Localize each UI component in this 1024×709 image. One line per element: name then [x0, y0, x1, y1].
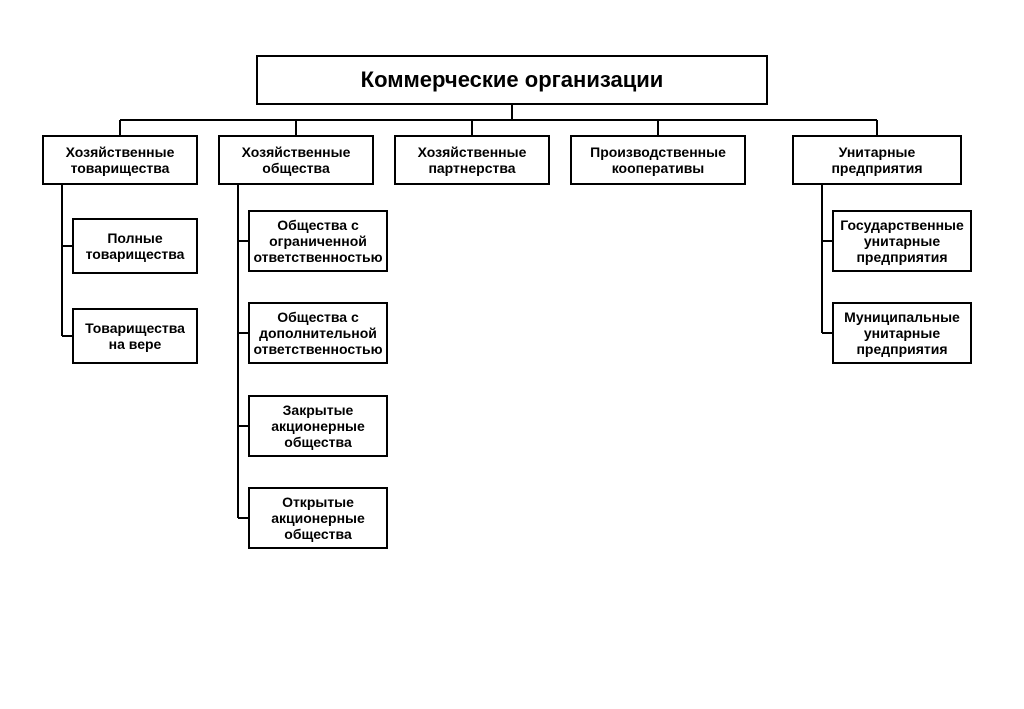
- cat1-leaf-2: Закрытые акционерные общества: [248, 395, 388, 457]
- cat2-label: Хозяйственные партнерства: [396, 142, 548, 178]
- cat4-leaf-1-label: Муниципальные унитарные предприятия: [834, 307, 970, 359]
- cat4-leaf-0-label: Государственные унитарные предприятия: [834, 215, 970, 267]
- cat0-leaf-1: Товарищества на вере: [72, 308, 198, 364]
- cat1-label: Хозяйственные общества: [220, 142, 372, 178]
- cat1-leaf-3-label: Открытые акционерные общества: [250, 492, 386, 544]
- cat1-leaf-2-label: Закрытые акционерные общества: [250, 400, 386, 452]
- cat0-leaf-0: Полные товарищества: [72, 218, 198, 274]
- cat1-leaf-0: Общества с ограниченной ответственностью: [248, 210, 388, 272]
- cat4-label: Унитарные предприятия: [794, 142, 960, 178]
- cat1: Хозяйственные общества: [218, 135, 374, 185]
- cat1-leaf-3: Открытые акционерные общества: [248, 487, 388, 549]
- cat4: Унитарные предприятия: [792, 135, 962, 185]
- cat3: Производственные кооперативы: [570, 135, 746, 185]
- cat0-label: Хозяйственные товарищества: [44, 142, 196, 178]
- cat1-leaf-0-label: Общества с ограниченной ответственностью: [249, 215, 386, 267]
- cat4-leaf-0: Государственные унитарные предприятия: [832, 210, 972, 272]
- cat4-leaf-1: Муниципальные унитарные предприятия: [832, 302, 972, 364]
- cat3-label: Производственные кооперативы: [572, 142, 744, 178]
- cat0-leaf-0-label: Полные товарищества: [74, 228, 196, 264]
- cat1-leaf-1-label: Общества с дополнительной ответственност…: [249, 307, 386, 359]
- root-label: Коммерческие организации: [357, 65, 668, 94]
- cat0: Хозяйственные товарищества: [42, 135, 198, 185]
- org-chart: Коммерческие организации Хозяйственные т…: [0, 0, 1024, 709]
- root-node: Коммерческие организации: [256, 55, 768, 105]
- cat2: Хозяйственные партнерства: [394, 135, 550, 185]
- cat0-leaf-1-label: Товарищества на вере: [74, 318, 196, 354]
- cat1-leaf-1: Общества с дополнительной ответственност…: [248, 302, 388, 364]
